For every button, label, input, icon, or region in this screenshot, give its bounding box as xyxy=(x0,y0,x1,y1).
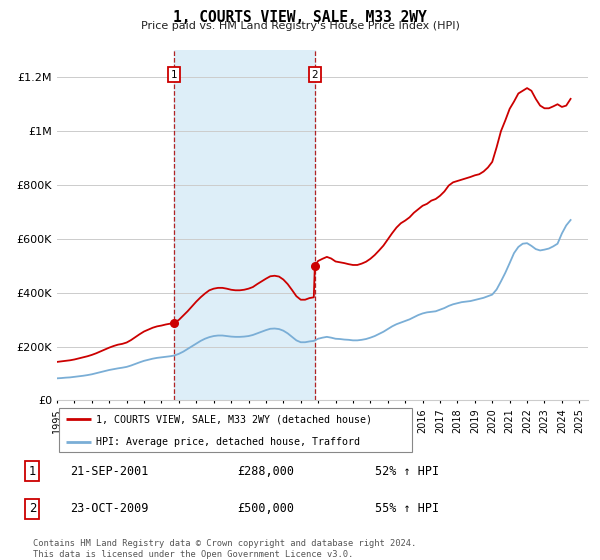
Text: 2: 2 xyxy=(311,69,318,80)
Text: 21-SEP-2001: 21-SEP-2001 xyxy=(70,465,148,478)
Text: 52% ↑ HPI: 52% ↑ HPI xyxy=(375,465,439,478)
Text: Contains HM Land Registry data © Crown copyright and database right 2024.
This d: Contains HM Land Registry data © Crown c… xyxy=(33,539,416,559)
Text: 55% ↑ HPI: 55% ↑ HPI xyxy=(375,502,439,515)
Text: £288,000: £288,000 xyxy=(237,465,294,478)
Text: 1: 1 xyxy=(29,465,36,478)
Text: 2: 2 xyxy=(29,502,36,515)
Text: 1, COURTS VIEW, SALE, M33 2WY: 1, COURTS VIEW, SALE, M33 2WY xyxy=(173,10,427,25)
Text: HPI: Average price, detached house, Trafford: HPI: Average price, detached house, Traf… xyxy=(96,437,360,447)
Text: £500,000: £500,000 xyxy=(237,502,294,515)
Text: 23-OCT-2009: 23-OCT-2009 xyxy=(70,502,148,515)
Text: 1, COURTS VIEW, SALE, M33 2WY (detached house): 1, COURTS VIEW, SALE, M33 2WY (detached … xyxy=(96,414,372,424)
Bar xyxy=(174,50,315,400)
FancyBboxPatch shape xyxy=(59,408,412,452)
Text: Price paid vs. HM Land Registry's House Price Index (HPI): Price paid vs. HM Land Registry's House … xyxy=(140,21,460,31)
Text: 1: 1 xyxy=(170,69,178,80)
